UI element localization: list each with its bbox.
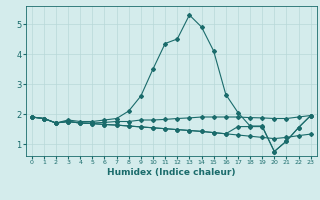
X-axis label: Humidex (Indice chaleur): Humidex (Indice chaleur) [107,168,236,177]
